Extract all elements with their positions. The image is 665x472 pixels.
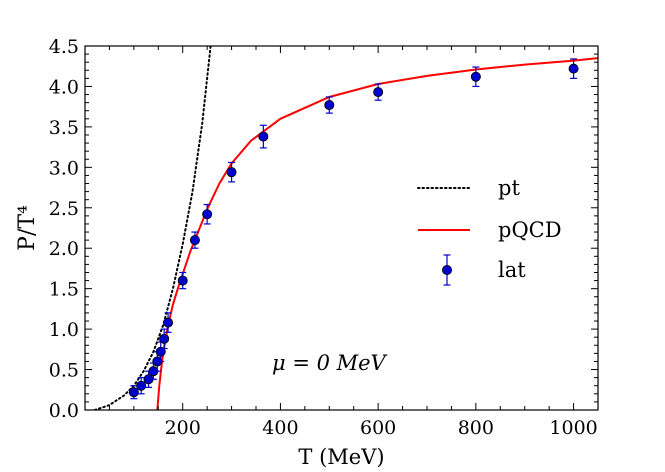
legend-entry-lat: lat xyxy=(441,254,526,286)
y-tick-label: 2.0 xyxy=(49,238,79,260)
y-tick-label: 1.0 xyxy=(49,319,79,341)
x-tick-label: 800 xyxy=(458,417,494,439)
x-tick-label: 600 xyxy=(360,417,396,439)
marker xyxy=(189,235,200,246)
y-tick-label: 1.5 xyxy=(49,279,79,301)
x-tick-label: 1000 xyxy=(549,417,597,439)
data-point-lat xyxy=(258,124,269,149)
marker xyxy=(159,333,170,344)
plot-frame xyxy=(84,45,599,411)
legend-label: pQCD xyxy=(498,218,562,242)
legend-entry-pqcd: pQCD xyxy=(418,218,562,242)
data-point-lat xyxy=(226,161,237,183)
data-point-lat xyxy=(128,385,139,400)
y-tick-label: 3.0 xyxy=(49,157,79,179)
data-point-lat xyxy=(189,231,200,249)
y-tick-label: 3.5 xyxy=(49,117,79,139)
legend-entry-pt: pt xyxy=(417,176,520,200)
legend-label: lat xyxy=(498,258,526,282)
series-line-pt xyxy=(93,46,212,410)
x-axis-label: T (MeV) xyxy=(298,445,384,469)
data-point-lat xyxy=(324,96,335,114)
x-tick-label: 200 xyxy=(165,417,201,439)
marker xyxy=(155,346,166,357)
marker xyxy=(136,380,147,391)
data-point-lat xyxy=(470,66,481,88)
marker xyxy=(163,317,174,328)
marker xyxy=(128,387,139,398)
series-line-pqcd xyxy=(156,57,598,410)
legend-marker xyxy=(441,264,452,275)
legend-label: pt xyxy=(498,176,520,200)
y-tick-label: 4.0 xyxy=(49,76,79,98)
marker xyxy=(324,100,335,111)
mu-annotation: μ = 0 MeV xyxy=(272,351,388,375)
y-tick-label: 2.5 xyxy=(49,198,79,220)
marker xyxy=(177,275,188,286)
data-point-lat xyxy=(373,83,384,101)
marker xyxy=(202,209,213,220)
y-tick-label: 0.5 xyxy=(49,360,79,382)
marker xyxy=(470,71,481,82)
data-point-lat xyxy=(163,312,174,333)
data-point-lat xyxy=(177,271,188,290)
data-point-lat xyxy=(568,58,579,79)
marker xyxy=(373,87,384,98)
marker xyxy=(568,63,579,74)
y-tick-label: 4.5 xyxy=(49,36,79,58)
x-tick-label: 400 xyxy=(262,417,298,439)
data-point-lat xyxy=(202,203,213,225)
marker xyxy=(226,167,237,178)
data-point-lat xyxy=(136,377,147,395)
y-tick-label: 0.0 xyxy=(49,400,79,422)
marker xyxy=(258,131,269,142)
y-axis-label: P/T⁴ xyxy=(15,205,40,251)
data-point-lat xyxy=(159,328,170,350)
